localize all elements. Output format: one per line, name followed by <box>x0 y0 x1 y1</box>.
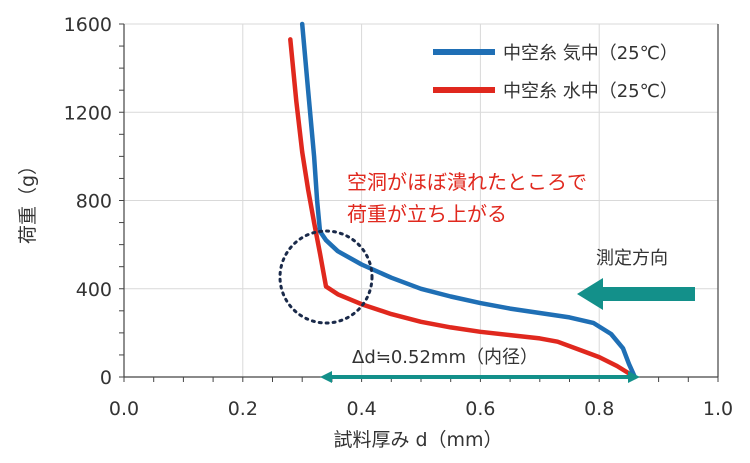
annotation-collapse-line1: 空洞がほぼ潰れたところで <box>347 170 587 194</box>
y-tick-label: 800 <box>76 191 112 213</box>
legend: 中空糸 気中（25℃） 中空糸 水中（25℃） <box>433 43 678 102</box>
direction-label: 測定方向 <box>596 248 668 269</box>
x-tick-label: 1.0 <box>703 398 733 420</box>
x-tick-label: 0.8 <box>584 398 614 420</box>
y-tick-label: 1200 <box>64 102 112 124</box>
y-tick-label: 400 <box>76 279 112 301</box>
y-tick-label: 1600 <box>64 14 112 36</box>
tick-labels: 0.0 0.2 0.4 0.6 0.8 1.0 0 400 800 1200 1600 <box>64 14 733 420</box>
x-axis-title: 試料厚み d（mm） <box>333 429 502 451</box>
series-lines <box>288 21 638 380</box>
x-tick-label: 0.0 <box>109 398 139 420</box>
legend-label-water: 中空糸 水中（25℃） <box>503 81 678 102</box>
y-tick-label: 0 <box>100 367 112 389</box>
x-tick-label: 0.6 <box>465 398 495 420</box>
y-axis-title: 荷重（g） <box>17 156 39 244</box>
series-line-water <box>288 37 638 380</box>
collapse-circle <box>278 229 374 325</box>
direction-arrow <box>577 278 695 310</box>
legend-label-air: 中空糸 気中（25℃） <box>503 43 678 64</box>
delta-label: Δd≒0.52mm（内径） <box>352 347 538 368</box>
series-line-air <box>299 21 638 380</box>
annotation-collapse-line2: 荷重が立ち上がる <box>347 202 507 226</box>
x-tick-label: 0.4 <box>346 398 376 420</box>
x-tick-label: 0.2 <box>228 398 258 420</box>
